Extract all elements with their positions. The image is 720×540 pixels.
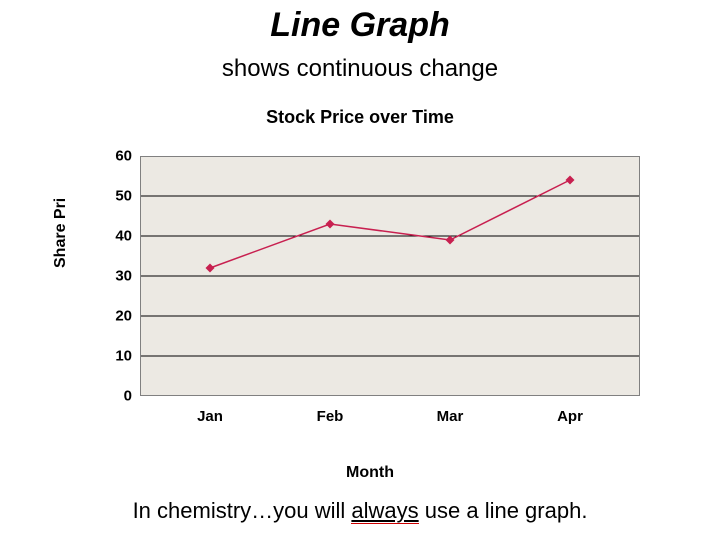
y-tick-label: 40 (92, 228, 132, 245)
y-tick-label: 10 (92, 348, 132, 365)
y-tick-label: 30 (92, 268, 132, 285)
footer-prefix: In chemistry…you will (133, 498, 352, 523)
x-tick-label: Feb (317, 408, 344, 425)
x-axis-label: Month (70, 464, 670, 482)
footer-emph: always (351, 498, 418, 524)
y-tick-label: 20 (92, 308, 132, 325)
y-axis-label: Share Pri (52, 198, 70, 268)
plot-area: 0102030405060JanFebMarApr (140, 156, 640, 396)
x-tick-label: Jan (197, 408, 223, 425)
chart-container: Share Pri 0102030405060JanFebMarApr Mont… (70, 150, 670, 470)
x-tick-label: Mar (437, 408, 464, 425)
chart-title: Stock Price over Time (0, 83, 720, 128)
y-tick-label: 50 (92, 188, 132, 205)
y-tick-label: 0 (92, 388, 132, 405)
page-title: Line Graph (0, 0, 720, 45)
y-tick-label: 60 (92, 148, 132, 165)
footer-suffix: use a line graph. (419, 498, 588, 523)
x-tick-label: Apr (557, 408, 583, 425)
footer-note: In chemistry…you will always use a line … (0, 498, 720, 524)
line-chart-svg (140, 156, 640, 396)
subtitle: shows continuous change (0, 45, 720, 83)
